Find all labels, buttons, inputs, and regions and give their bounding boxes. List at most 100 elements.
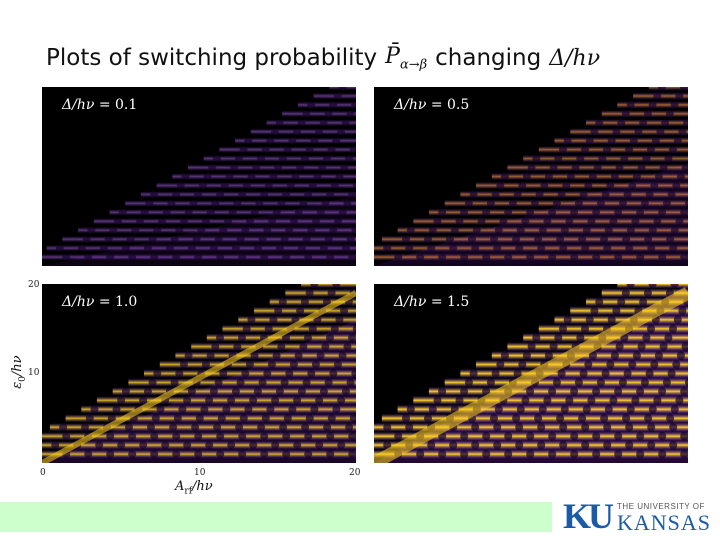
bessel-node xyxy=(427,244,436,252)
bessel-node xyxy=(666,413,675,423)
bessel-node xyxy=(614,449,623,459)
bessel-node xyxy=(315,128,323,135)
bessel-node xyxy=(282,254,291,261)
bessel-node xyxy=(128,432,137,441)
bessel-node xyxy=(319,245,328,252)
bessel-node xyxy=(647,324,655,334)
bessel-node xyxy=(176,182,185,189)
bessel-node xyxy=(189,200,198,207)
resonance-band xyxy=(428,386,688,396)
bessel-node xyxy=(592,208,601,216)
resonance-band xyxy=(254,306,356,315)
bessel-node xyxy=(337,396,346,405)
bessel-node xyxy=(238,450,247,459)
bessel-node xyxy=(311,360,320,369)
bessel-node xyxy=(670,101,679,109)
resonance-band xyxy=(554,315,688,325)
bessel-node xyxy=(263,227,272,234)
heatmap-0 xyxy=(42,87,356,266)
bessel-node xyxy=(556,413,565,423)
bessel-node xyxy=(548,449,557,459)
bessel-node xyxy=(438,449,447,459)
bessel-node xyxy=(449,440,458,450)
bessel-node xyxy=(184,209,193,216)
bessel-node xyxy=(486,378,495,387)
bessel-node xyxy=(537,440,546,450)
resonance-band xyxy=(476,182,688,189)
bessel-node xyxy=(543,395,552,405)
bessel-node xyxy=(77,245,86,252)
bessel-node xyxy=(324,378,333,387)
bessel-node xyxy=(338,87,347,91)
bessel-node xyxy=(165,245,174,252)
bessel-node xyxy=(438,208,447,216)
bessel-node xyxy=(198,182,207,189)
bessel-node xyxy=(537,244,546,252)
bessel-node xyxy=(650,182,659,189)
bessel-node xyxy=(340,164,349,171)
bessel-node xyxy=(669,324,677,334)
bessel-node xyxy=(51,441,60,450)
bessel-node xyxy=(300,297,309,306)
bessel-node xyxy=(455,217,464,225)
bessel-node xyxy=(106,432,115,441)
bessel-node xyxy=(231,245,240,252)
bessel-node xyxy=(351,101,356,108)
bessel-node xyxy=(433,217,442,225)
bessel-node xyxy=(300,155,309,162)
bessel-node xyxy=(618,378,627,387)
bessel-node xyxy=(471,440,480,450)
bessel-node xyxy=(286,182,295,189)
bessel-node xyxy=(216,191,225,198)
bessel-node xyxy=(522,173,531,180)
bessel-node xyxy=(200,405,209,414)
bessel-node xyxy=(534,413,543,423)
bessel-node xyxy=(565,217,574,225)
bessel-node xyxy=(455,395,464,405)
bessel-node xyxy=(228,209,237,216)
bessel-node xyxy=(291,173,300,180)
resonance-band xyxy=(46,245,356,252)
bessel-node xyxy=(307,227,316,234)
bessel-node xyxy=(647,422,656,432)
bessel-node xyxy=(623,369,632,378)
bessel-node xyxy=(614,386,623,396)
bessel-node xyxy=(202,218,210,225)
bessel-node xyxy=(172,432,181,441)
bessel-node xyxy=(212,155,221,162)
bessel-node xyxy=(308,182,317,189)
bessel-node xyxy=(211,200,220,207)
bessel-node xyxy=(341,119,350,126)
bessel-node xyxy=(104,236,113,243)
bessel-node xyxy=(622,235,631,243)
bessel-node xyxy=(643,288,652,298)
resonance-band xyxy=(476,360,688,369)
bessel-node xyxy=(490,413,498,423)
bessel-node xyxy=(203,173,212,180)
bessel-node xyxy=(587,395,596,405)
bessel-node xyxy=(191,423,200,432)
bessel-node xyxy=(631,395,640,405)
bessel-node xyxy=(672,360,681,369)
bessel-node xyxy=(665,110,674,118)
bessel-node xyxy=(107,414,116,423)
bessel-node xyxy=(607,137,616,145)
bessel-node xyxy=(625,146,633,154)
bessel-node xyxy=(603,422,612,432)
bessel-node xyxy=(610,351,619,361)
bessel-node xyxy=(250,351,259,360)
bessel-node xyxy=(512,413,521,423)
bessel-node xyxy=(424,413,432,423)
xtick-10: 10 xyxy=(194,468,206,478)
bessel-node xyxy=(326,450,335,459)
bessel-node xyxy=(482,449,491,459)
bessel-node xyxy=(264,182,273,189)
bessel-node xyxy=(405,422,414,432)
bessel-node xyxy=(205,396,214,405)
bessel-node xyxy=(579,369,588,378)
bessel-node xyxy=(316,351,325,360)
bessel-node xyxy=(622,413,631,423)
bessel-node xyxy=(584,182,593,189)
xtick-0: 0 xyxy=(40,468,46,478)
bessel-node xyxy=(117,441,126,450)
